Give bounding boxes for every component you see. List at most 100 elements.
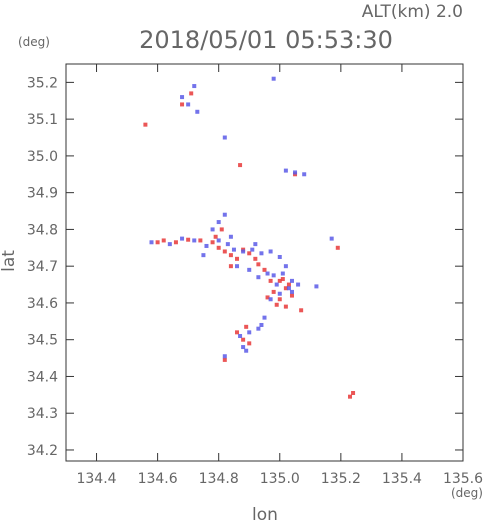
data-point-series-0	[262, 267, 267, 272]
data-point-series-0	[277, 278, 282, 283]
data-point-series-0	[244, 324, 249, 329]
data-point-series-1	[283, 264, 288, 269]
data-point-series-0	[268, 278, 273, 283]
data-point-series-1	[247, 267, 252, 272]
chart-subtitle: ALT(km) 2.0	[362, 2, 463, 22]
plot-frame	[65, 63, 464, 462]
data-point-series-1	[293, 170, 298, 175]
y-tick-label: 35.2	[27, 75, 58, 91]
data-point-series-1	[231, 247, 236, 252]
data-point-series-0	[180, 102, 185, 107]
data-point-series-0	[186, 237, 191, 242]
data-point-series-0	[241, 337, 246, 342]
data-point-series-1	[256, 326, 261, 331]
data-point-series-1	[247, 330, 252, 335]
data-point-series-0	[277, 297, 282, 302]
data-point-series-1	[244, 348, 249, 353]
data-point-series-1	[222, 135, 227, 140]
data-point-series-1	[277, 291, 282, 296]
y-tick-label: 34.5	[27, 333, 58, 349]
data-point-series-1	[241, 345, 246, 350]
data-point-series-1	[262, 315, 267, 320]
x-tick-label: 135.0	[260, 471, 300, 487]
data-point-series-1	[167, 242, 172, 247]
data-point-series-1	[216, 220, 221, 225]
data-point-series-1	[256, 275, 261, 280]
data-point-series-0	[210, 240, 215, 245]
y-tick-label: 35.1	[27, 112, 58, 128]
x-tick-label: 134.4	[76, 471, 116, 487]
y-tick-label: 34.7	[27, 259, 58, 275]
data-point-series-0	[216, 245, 221, 250]
data-point-series-1	[271, 76, 276, 81]
data-point-series-1	[228, 234, 233, 239]
x-axis-label: lon	[252, 505, 278, 521]
x-tick-label: 134.8	[199, 471, 239, 487]
chart-title: 2018/05/01 05:53:30	[139, 26, 393, 54]
data-point-series-0	[219, 227, 224, 232]
data-point-series-0	[289, 293, 294, 298]
data-point-series-0	[235, 256, 240, 261]
data-point-series-0	[213, 234, 218, 239]
data-point-series-1	[216, 238, 221, 243]
data-point-series-1	[329, 236, 334, 241]
data-point-series-1	[238, 334, 243, 339]
y-axis-label: lat	[0, 250, 19, 272]
data-point-series-1	[180, 236, 185, 241]
x-tick-label: 135.2	[321, 471, 361, 487]
y-tick-label: 34.6	[27, 296, 58, 312]
y-tick-label: 35.0	[27, 149, 58, 165]
data-point-series-1	[259, 322, 264, 327]
data-point-series-1	[180, 95, 185, 100]
x-tick-label: 135.4	[382, 471, 422, 487]
data-point-series-1	[253, 242, 258, 247]
data-point-series-0	[348, 394, 353, 399]
data-point-series-1	[210, 227, 215, 232]
data-point-series-0	[256, 262, 261, 267]
data-point-series-1	[204, 243, 209, 248]
data-point-series-0	[253, 256, 258, 261]
data-point-series-0	[189, 91, 194, 96]
data-point-series-1	[283, 168, 288, 173]
data-point-series-0	[265, 295, 270, 300]
data-point-series-0	[351, 390, 356, 395]
data-point-series-0	[161, 238, 166, 243]
data-point-series-1	[286, 286, 291, 291]
data-point-series-1	[149, 240, 154, 245]
data-point-series-1	[195, 109, 200, 114]
data-point-series-0	[222, 249, 227, 254]
y-axis-unit: (deg)	[18, 35, 50, 49]
data-point-series-0	[283, 286, 288, 291]
y-tick-label: 34.3	[27, 406, 58, 422]
y-tick-label: 34.2	[27, 443, 58, 459]
data-point-series-0	[173, 240, 178, 245]
data-point-series-0	[228, 253, 233, 258]
data-point-series-1	[289, 289, 294, 294]
data-point-series-1	[259, 251, 264, 256]
x-axis-unit: (deg)	[451, 486, 483, 500]
data-point-series-0	[286, 282, 291, 287]
data-point-series-0	[238, 163, 243, 168]
data-point-series-0	[335, 245, 340, 250]
data-point-series-1	[250, 247, 255, 252]
data-point-series-0	[271, 289, 276, 294]
data-point-series-1	[192, 238, 197, 243]
data-point-series-1	[302, 172, 307, 177]
data-point-series-1	[274, 282, 279, 287]
data-point-series-1	[186, 102, 191, 107]
data-point-series-1	[222, 354, 227, 359]
data-point-series-1	[268, 297, 273, 302]
data-point-series-0	[247, 341, 252, 346]
data-point-series-1	[265, 271, 270, 276]
data-point-series-0	[280, 277, 285, 282]
data-point-series-1	[201, 253, 206, 258]
data-point-series-1	[268, 249, 273, 254]
data-point-series-1	[296, 282, 301, 287]
data-point-series-1	[271, 273, 276, 278]
y-tick-label: 34.8	[27, 222, 58, 238]
data-point-series-1	[222, 212, 227, 217]
data-point-series-0	[222, 357, 227, 362]
data-point-series-1	[235, 264, 240, 269]
data-point-series-0	[247, 251, 252, 256]
